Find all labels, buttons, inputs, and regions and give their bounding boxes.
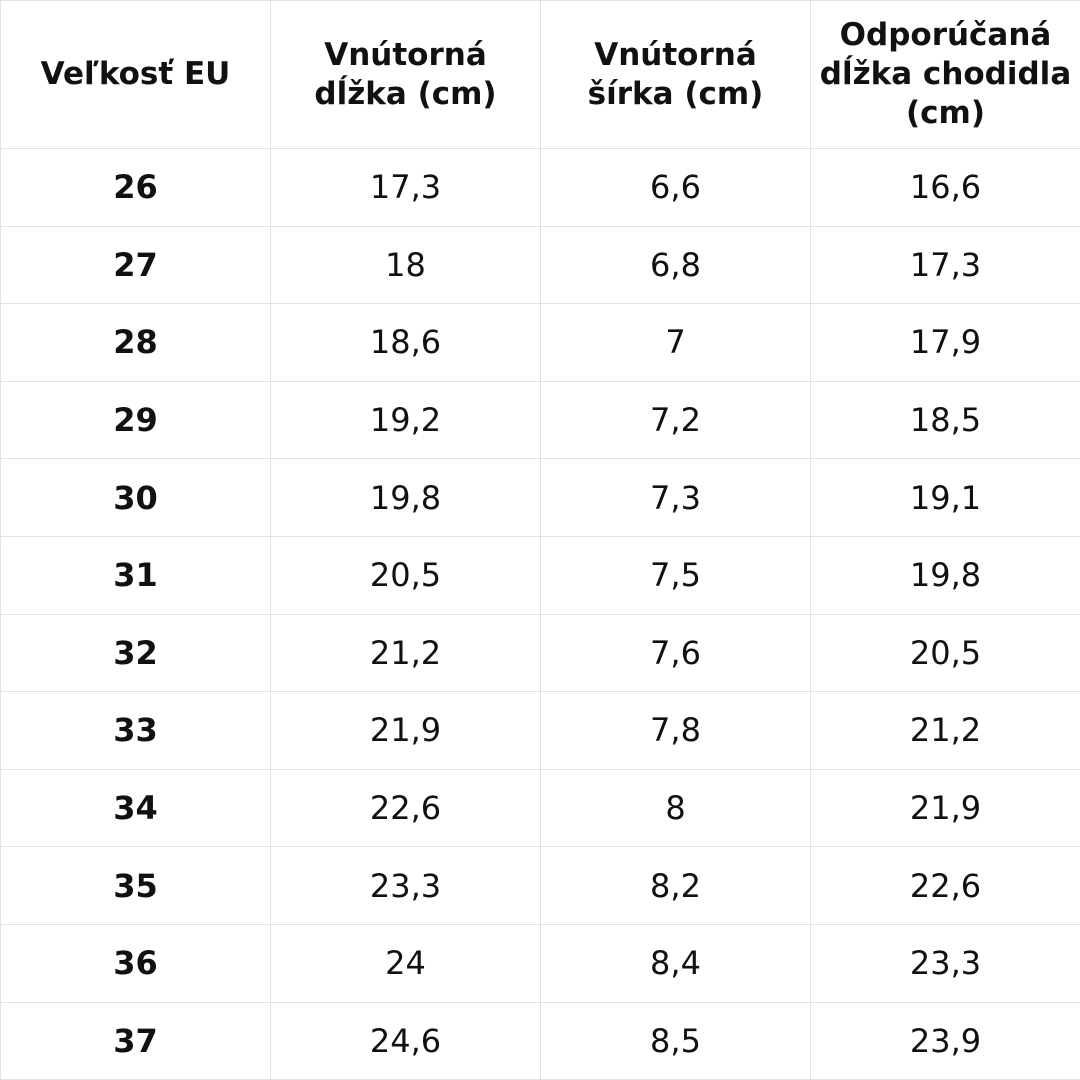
foot-length-cell: 23,3 [810,923,1080,1003]
table-row: 28 18,6 7 17,9 [0,303,1080,382]
inner-width-cell: 8,2 [540,846,811,925]
inner-length-cell: 19,2 [270,380,541,460]
foot-length-cell: 19,8 [810,535,1080,615]
table-header: Veľkosť EU Vnútorná dĺžka (cm) Vnútorná … [0,0,1080,149]
inner-width-cell: 8 [540,768,811,848]
size-cell: 36 [0,923,271,1003]
table-row: 33 21,9 7,8 21,2 [0,691,1080,770]
size-cell: 34 [0,768,271,848]
table-row: 36 24 8,4 23,3 [0,923,1080,1003]
inner-length-cell: 22,6 [270,768,541,848]
header-inner-width: Vnútorná šírka (cm) [540,0,811,149]
inner-width-cell: 7,3 [540,458,811,537]
size-cell: 26 [0,148,271,227]
inner-length-cell: 24,6 [270,1001,541,1080]
table-row: 29 19,2 7,2 18,5 [0,380,1080,460]
inner-width-cell: 6,8 [540,225,811,305]
size-cell: 29 [0,380,271,460]
table-row: 30 19,8 7,3 19,1 [0,458,1080,537]
inner-width-cell: 8,5 [540,1001,811,1080]
foot-length-cell: 17,3 [810,225,1080,305]
inner-length-cell: 20,5 [270,535,541,615]
table-row: 37 24,6 8,5 23,9 [0,1001,1080,1080]
foot-length-cell: 22,6 [810,846,1080,925]
table-body: 26 17,3 6,6 16,6 27 18 6,8 17,3 28 18,6 … [0,148,1080,1080]
header-foot-length: Odporúčaná dĺžka chodidla (cm) [810,0,1080,149]
inner-length-cell: 21,9 [270,691,541,770]
inner-length-cell: 19,8 [270,458,541,537]
size-cell: 32 [0,613,271,693]
size-cell: 28 [0,303,271,382]
inner-width-cell: 7,5 [540,535,811,615]
foot-length-cell: 21,9 [810,768,1080,848]
foot-length-cell: 23,9 [810,1001,1080,1080]
inner-length-cell: 21,2 [270,613,541,693]
inner-width-cell: 6,6 [540,148,811,227]
table-row: 34 22,6 8 21,9 [0,768,1080,848]
inner-length-cell: 18,6 [270,303,541,382]
header-size-eu-label: Veľkosť EU [40,56,231,93]
header-inner-width-label: Vnútorná šírka (cm) [587,36,764,112]
foot-length-cell: 21,2 [810,691,1080,770]
table-row: 26 17,3 6,6 16,6 [0,148,1080,227]
size-cell: 35 [0,846,271,925]
header-inner-length: Vnútorná dĺžka (cm) [270,0,541,149]
size-cell: 33 [0,691,271,770]
size-cell: 27 [0,225,271,305]
table-row: 32 21,2 7,6 20,5 [0,613,1080,693]
header-size-eu: Veľkosť EU [0,0,271,149]
inner-length-cell: 24 [270,923,541,1003]
header-foot-length-label: Odporúčaná dĺžka chodidla (cm) [819,17,1072,131]
table-row: 27 18 6,8 17,3 [0,225,1080,305]
foot-length-cell: 17,9 [810,303,1080,382]
inner-width-cell: 7,8 [540,691,811,770]
inner-length-cell: 23,3 [270,846,541,925]
foot-length-cell: 16,6 [810,148,1080,227]
inner-length-cell: 17,3 [270,148,541,227]
inner-width-cell: 7,6 [540,613,811,693]
size-cell: 31 [0,535,271,615]
size-cell: 37 [0,1001,271,1080]
inner-width-cell: 8,4 [540,923,811,1003]
foot-length-cell: 20,5 [810,613,1080,693]
header-row: Veľkosť EU Vnútorná dĺžka (cm) Vnútorná … [0,0,1080,149]
header-inner-length-label: Vnútorná dĺžka (cm) [314,36,497,112]
foot-length-cell: 18,5 [810,380,1080,460]
foot-length-cell: 19,1 [810,458,1080,537]
inner-width-cell: 7 [540,303,811,382]
inner-length-cell: 18 [270,225,541,305]
table-row: 31 20,5 7,5 19,8 [0,535,1080,615]
size-cell: 30 [0,458,271,537]
table-row: 35 23,3 8,2 22,6 [0,846,1080,925]
inner-width-cell: 7,2 [540,380,811,460]
